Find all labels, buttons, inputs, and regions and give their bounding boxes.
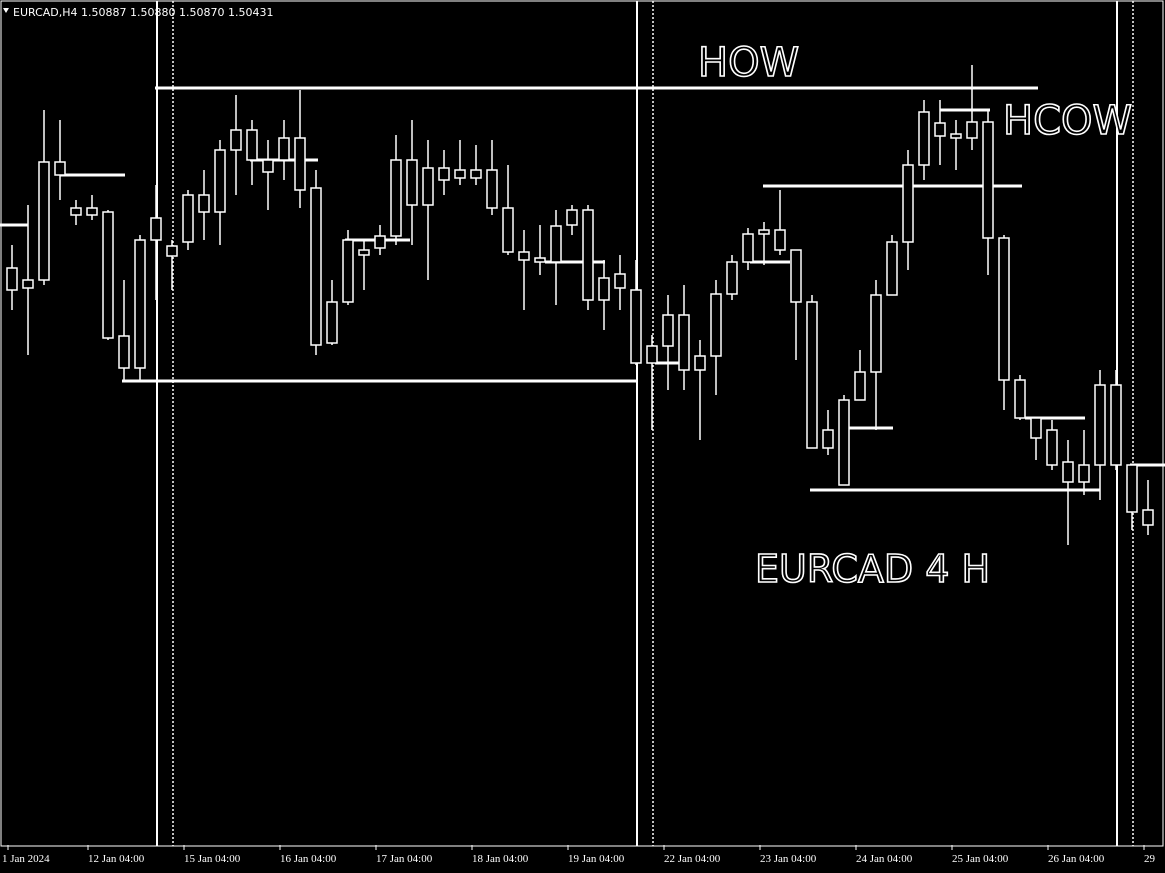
candle-body bbox=[694, 355, 706, 371]
candle-body bbox=[854, 371, 866, 401]
candle-body bbox=[422, 167, 434, 206]
x-tick-label: 15 Jan 04:00 bbox=[184, 853, 241, 865]
x-tick-label: 24 Jan 04:00 bbox=[856, 853, 913, 865]
x-tick-label: 23 Jan 04:00 bbox=[760, 853, 817, 865]
annotation: HCOW bbox=[1003, 98, 1132, 144]
candle-body bbox=[1030, 417, 1042, 439]
candle-body bbox=[1094, 384, 1106, 466]
x-tick-label: 17 Jan 04:00 bbox=[376, 853, 433, 865]
candle-body bbox=[950, 133, 962, 139]
candle-body bbox=[806, 301, 818, 449]
candle-body bbox=[246, 129, 258, 161]
candle-body bbox=[838, 399, 850, 486]
candle-body bbox=[230, 129, 242, 151]
candle-body bbox=[742, 233, 754, 263]
candle-body bbox=[438, 167, 450, 181]
candle-body bbox=[710, 293, 722, 357]
candle-body bbox=[614, 273, 626, 289]
x-tick-label: 26 Jan 04:00 bbox=[1048, 853, 1105, 865]
candle-body bbox=[134, 239, 146, 369]
candle-body bbox=[662, 314, 674, 347]
candle-body bbox=[566, 209, 578, 226]
candle-body bbox=[6, 267, 18, 291]
candle-body bbox=[1142, 509, 1154, 526]
candle-body bbox=[982, 121, 994, 239]
candle-body bbox=[902, 164, 914, 243]
candle-body bbox=[278, 137, 290, 161]
candle-body bbox=[758, 229, 770, 235]
candle-body bbox=[22, 279, 34, 289]
candle-body bbox=[726, 261, 738, 295]
candle-body bbox=[966, 121, 978, 139]
annotation: EURCAD 4 H bbox=[755, 547, 990, 591]
candle-body bbox=[1062, 461, 1074, 483]
header-arrow bbox=[3, 8, 9, 13]
candle-body bbox=[214, 149, 226, 213]
candle-body bbox=[150, 217, 162, 241]
candle-body bbox=[86, 207, 98, 216]
candle-body bbox=[774, 229, 786, 251]
candle-body bbox=[1078, 464, 1090, 483]
x-tick-label: 1 Jan 2024 bbox=[2, 853, 50, 865]
chart-border bbox=[0, 0, 1164, 847]
x-tick-label: 19 Jan 04:00 bbox=[568, 853, 625, 865]
candle-body bbox=[470, 169, 482, 179]
candle-body bbox=[358, 249, 370, 256]
candle-body bbox=[1126, 464, 1138, 513]
x-tick-label: 12 Jan 04:00 bbox=[88, 853, 145, 865]
candle-body bbox=[166, 245, 178, 257]
candle-body bbox=[998, 237, 1010, 381]
candle-body bbox=[502, 207, 514, 253]
candle-body bbox=[294, 137, 306, 191]
candle-body bbox=[630, 289, 642, 364]
annotation: HOW bbox=[698, 40, 799, 86]
candle-body bbox=[598, 277, 610, 301]
candle-body bbox=[262, 159, 274, 173]
candle-body bbox=[326, 301, 338, 344]
candle-body bbox=[1014, 379, 1026, 419]
candle-body bbox=[454, 169, 466, 179]
candle-body bbox=[646, 345, 658, 364]
x-tick-label: 18 Jan 04:00 bbox=[472, 853, 529, 865]
candle-body bbox=[934, 122, 946, 137]
candle-body bbox=[534, 257, 546, 263]
candle-body bbox=[550, 225, 562, 263]
x-tick-label: 29 bbox=[1144, 853, 1156, 865]
candle-body bbox=[518, 251, 530, 261]
x-tick-label: 16 Jan 04:00 bbox=[280, 853, 337, 865]
candle-body bbox=[70, 207, 82, 216]
candle-body bbox=[822, 429, 834, 449]
candle-body bbox=[342, 239, 354, 303]
x-tick-label: 25 Jan 04:00 bbox=[952, 853, 1009, 865]
candle-body bbox=[1110, 384, 1122, 466]
candle-body bbox=[102, 211, 114, 339]
candle-body bbox=[582, 209, 594, 301]
candle-body bbox=[870, 294, 882, 373]
candle-body bbox=[390, 159, 402, 237]
candle-body bbox=[118, 335, 130, 369]
candle-body bbox=[678, 314, 690, 371]
chart-title: EURCAD,H4 1.50887 1.50880 1.50870 1.5043… bbox=[13, 6, 273, 19]
candle-body bbox=[1046, 429, 1058, 466]
candle-body bbox=[886, 241, 898, 296]
candle-body bbox=[38, 161, 50, 281]
candle-body bbox=[198, 194, 210, 213]
candle-body bbox=[486, 169, 498, 209]
candle-body bbox=[406, 159, 418, 206]
candle-body bbox=[310, 187, 322, 346]
x-tick-label: 22 Jan 04:00 bbox=[664, 853, 721, 865]
candle-body bbox=[182, 194, 194, 243]
candle-body bbox=[374, 235, 386, 249]
candle-body bbox=[790, 249, 802, 303]
candle-body bbox=[918, 111, 930, 166]
candle-body bbox=[54, 161, 66, 176]
